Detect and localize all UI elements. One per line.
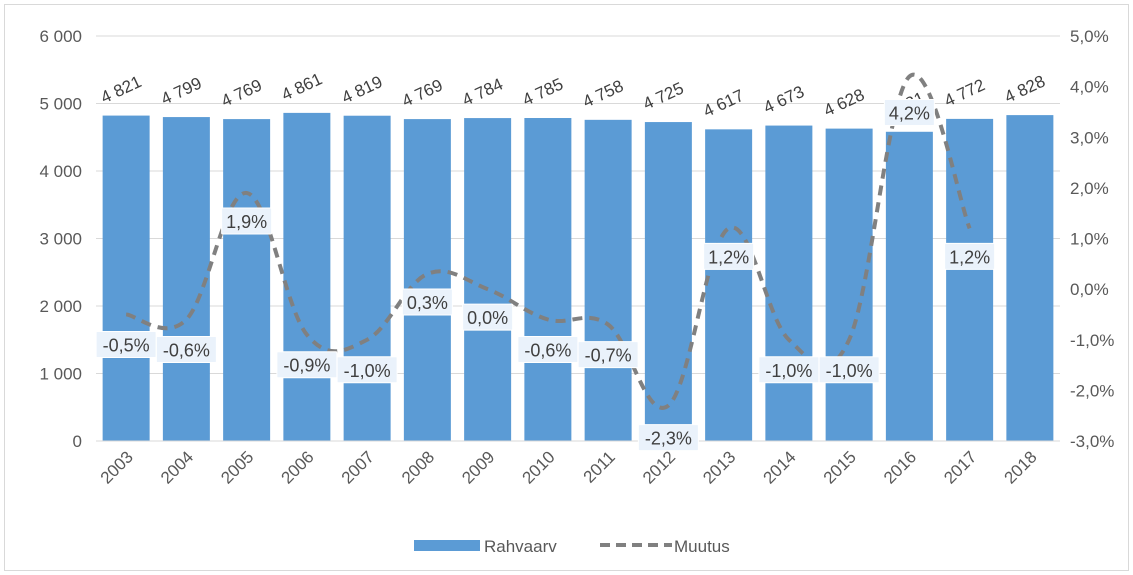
muutus-label-box [221,207,273,235]
bar [765,125,813,441]
y-left-tick-label: 2 000 [39,297,82,316]
muutus-label-box [883,99,935,126]
y-right-tick-label: -2,0% [1070,381,1114,400]
x-tick-label: 2012 [639,447,679,487]
x-tick-label: 2005 [217,447,257,487]
bar [223,119,271,441]
muutus-label-box [336,356,398,384]
bar-value-label: 4 821 [98,72,145,107]
bar [102,115,150,442]
x-tick-label: 2017 [940,447,980,487]
bar-value-label: 4 861 [279,69,326,104]
y-right-tick-label: 1,0% [1070,230,1109,249]
bar-value-label: 4 772 [941,75,988,110]
legend-swatch-rahvaarv [414,540,480,551]
muutus-label: -2,3% [645,429,692,449]
y-left-tick-label: 1 000 [39,365,82,384]
bar-value-label: 4 819 [339,72,386,107]
x-tick-label: 2009 [458,447,498,487]
x-tick-label: 2003 [97,447,137,487]
muutus-label: 4,2% [889,104,930,124]
y-left-tick-label: 4 000 [39,162,82,181]
bar [705,129,753,442]
bar-value-label: 4 769 [218,76,265,111]
muutus-label: -1,0% [765,361,812,381]
muutus-label: -0,6% [524,341,571,361]
bar-value-label: 4 617 [700,86,747,121]
bar [885,131,933,441]
muutus-label: -0,7% [585,346,632,366]
y-right-tick-label: 0,0% [1070,280,1109,299]
muutus-label: 1,2% [949,247,990,267]
y-left-tick-label: 0 [73,432,82,451]
legend-label-rahvaarv: Rahvaarv [484,537,557,556]
y-right-tick-label: 3,0% [1070,128,1109,147]
bar [403,119,451,441]
bar-value-label: 4 628 [821,85,868,120]
bar [946,118,994,441]
x-tick-label: 2013 [699,447,739,487]
y-left-tick-label: 3 000 [39,230,82,249]
bar [644,122,692,441]
bar [825,128,873,442]
muutus-line-path [125,72,972,410]
muutus-label-box [944,242,996,270]
y-right-tick-label: -1,0% [1070,331,1114,350]
muutus-label: -0,6% [163,341,210,361]
x-tick-label: 2006 [278,447,318,487]
x-tick-label: 2016 [880,447,920,487]
muutus-label: 1,9% [226,212,267,232]
bar [343,115,391,441]
x-tick-label: 2008 [398,447,438,487]
muutus-label: 0,3% [407,293,448,313]
bar-value-label: 4 828 [1002,72,1049,107]
muutus-label: -1,0% [344,361,391,381]
y-right-tick-label: -3,0% [1070,432,1114,451]
x-tick-label: 2014 [760,447,800,487]
x-tick-label: 2015 [820,447,860,487]
x-tick-label: 2007 [338,447,378,487]
muutus-label: -1,0% [826,361,873,381]
muutus-label-box [401,288,453,316]
bar [464,118,512,441]
legend: Rahvaarv Muutus [414,537,730,556]
x-tick-label: 2011 [580,447,619,486]
bar-value-label: 4 758 [580,76,627,111]
bar-value-label: 4 673 [761,82,808,117]
muutus-label-box [818,356,880,384]
muutus-label-box [577,341,639,369]
muutus-label: 1,2% [708,247,749,267]
y-right-tick-label: 5,0% [1070,27,1109,46]
muutus-label: -0,9% [283,356,330,376]
bar-value-label: 4 785 [520,74,567,109]
y-right-tick-label: 4,0% [1070,78,1109,97]
bar [524,118,572,441]
y-right-tick-label: 2,0% [1070,179,1109,198]
muutus-label: 0,0% [467,308,508,328]
bars [102,112,1054,442]
x-tick-label: 2010 [519,447,559,487]
muutus-line [125,72,972,410]
muutus-labels: -0,5% -0,6% 1,9% -0,9% -1,0% 0,3% 0,0% -0,6% -0,… [95,99,996,452]
bar-value-label: 4 784 [459,75,506,110]
muutus-label-box [462,303,514,331]
bar [1006,115,1054,442]
bar [584,119,632,442]
muutus-label: -0,5% [103,335,150,355]
y-left-tick-label: 6 000 [39,27,82,46]
bar [283,112,331,441]
y-left-tick-label: 5 000 [39,95,82,114]
bar-value-label: 4 769 [399,76,446,111]
x-tick-label: 2004 [157,447,197,487]
muutus-label-box [703,242,755,270]
axes: 0 1 000 2 000 3 000 4 000 5 000 6 000 -3,0% -2,0… [39,27,1114,488]
muutus-label-box [637,424,699,452]
legend-label-muutus: Muutus [674,537,730,556]
bar [162,117,210,441]
muutus-label-box [155,336,217,363]
bar-value-label: 4 725 [640,78,687,113]
x-tick-label: 2018 [1001,447,1041,487]
